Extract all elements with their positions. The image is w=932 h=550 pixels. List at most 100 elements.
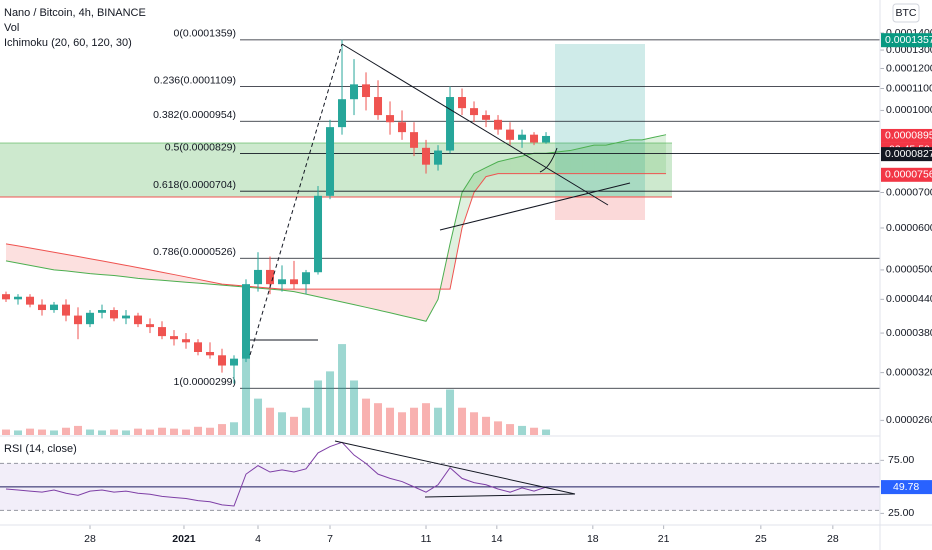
- y-tick-label: 25.00: [888, 507, 914, 519]
- candle-body: [146, 324, 155, 328]
- cloud-segment: [318, 289, 331, 300]
- price-label: 0.0000895: [885, 130, 932, 142]
- candle-body: [458, 97, 467, 109]
- volume-bar: [50, 430, 59, 435]
- cloud-segment: [654, 134, 667, 174]
- fib-label: 0.5(0.0000829): [165, 141, 236, 153]
- volume-bar: [110, 429, 119, 435]
- candle-body: [350, 84, 359, 100]
- candle-body: [434, 150, 443, 165]
- candle-body: [230, 358, 239, 366]
- cloud-segment: [18, 245, 31, 266]
- cloud-segment: [78, 256, 91, 274]
- rsi-trend-line: [334, 440, 576, 495]
- cloud-segment: [126, 265, 139, 279]
- drawings: [249, 43, 631, 498]
- trend-line: [439, 182, 631, 231]
- price-label-box: [881, 128, 932, 143]
- currency-badge[interactable]: [892, 3, 920, 23]
- candle-body: [242, 284, 251, 359]
- cloud-segment: [546, 151, 559, 174]
- volume-bar: [206, 427, 215, 435]
- volume-bar: [194, 426, 203, 435]
- symbol-title: Nano / Bitcoin, 4h, BINANCE: [4, 7, 146, 19]
- candle-body: [314, 195, 323, 273]
- cloud-segment: [486, 161, 499, 177]
- y-tick-label: 0.0001200: [886, 62, 932, 74]
- cloud-segment: [582, 145, 595, 174]
- volume-bar: [14, 430, 23, 435]
- volume-bar: [410, 407, 419, 435]
- volume-bar: [446, 389, 455, 435]
- candle-body: [86, 312, 95, 325]
- candle-body: [302, 272, 311, 285]
- volume-bar: [182, 429, 191, 435]
- candle-body: [26, 296, 35, 305]
- candle-body: [326, 127, 335, 196]
- candle-body: [362, 84, 371, 98]
- fib-label: 0.236(0.0001109): [154, 74, 236, 86]
- volume-bar: [86, 429, 95, 435]
- volume-bar: [218, 424, 227, 435]
- volume-bar: [302, 407, 311, 435]
- candle-body: [482, 115, 491, 120]
- cloud-segment: [474, 167, 487, 193]
- cloud-segment: [426, 289, 439, 322]
- cloud-segment: [366, 289, 379, 311]
- candle-body: [446, 97, 455, 151]
- rsi-value-box: [881, 480, 932, 495]
- x-tick-label: 4: [255, 533, 261, 545]
- candle-body: [410, 132, 419, 148]
- x-tick-label: 14: [491, 533, 503, 545]
- volume-bar: [482, 416, 491, 435]
- volume-bar: [458, 407, 467, 435]
- volume-bar: [422, 403, 431, 435]
- cloud-segment: [90, 258, 103, 275]
- volume-bar: [338, 344, 347, 435]
- candle-body: [14, 296, 23, 300]
- volume-bar: [170, 428, 179, 435]
- y-tick-label: 75.00: [888, 454, 914, 466]
- candle-body: [158, 327, 167, 337]
- volume-bar: [38, 429, 47, 435]
- candle-body: [386, 115, 395, 123]
- y-tick-label: 0.0001000: [886, 104, 932, 116]
- candle-body: [398, 122, 407, 133]
- volume-bar: [494, 421, 503, 435]
- volume-bar: [230, 422, 239, 435]
- cloud-segment: [102, 260, 115, 276]
- candle-body: [98, 310, 107, 313]
- candle-body: [530, 134, 539, 143]
- x-tick-label: 18: [587, 533, 599, 545]
- cloud-segment: [354, 289, 367, 308]
- volume-bar: [506, 424, 515, 435]
- volume-bar: [518, 425, 527, 435]
- cloud-segment: [390, 289, 403, 316]
- rsi-value: 49.78: [893, 481, 919, 493]
- x-tick-label: 11: [421, 533, 432, 545]
- cloud-segment: [342, 289, 355, 305]
- volume-bar: [74, 425, 83, 435]
- y-tick-label: 0.0000440: [886, 293, 932, 305]
- volume-bar: [158, 427, 167, 435]
- y-tick-label: 0.0000600: [886, 222, 932, 234]
- candle-body: [542, 135, 551, 143]
- candle-body: [518, 134, 527, 140]
- candle-body: [278, 279, 287, 285]
- price-label: 0.0000756: [885, 169, 932, 181]
- cloud-segment: [402, 289, 415, 319]
- fib-label: 0.786(0.0000526): [153, 246, 236, 258]
- volume-bar: [470, 412, 479, 435]
- candle-body: [110, 310, 119, 319]
- rsi-legend: RSI (14, close): [4, 443, 77, 455]
- candle-body: [266, 269, 275, 285]
- volume-bar: [326, 371, 335, 435]
- candle-body: [2, 294, 11, 300]
- volume-bar: [134, 428, 143, 435]
- volume-bar: [146, 429, 155, 435]
- price-label-box: [881, 147, 932, 162]
- fib-label: 1(0.0000299): [174, 376, 236, 388]
- volume-bar: [278, 412, 287, 435]
- candle-body: [194, 342, 203, 352]
